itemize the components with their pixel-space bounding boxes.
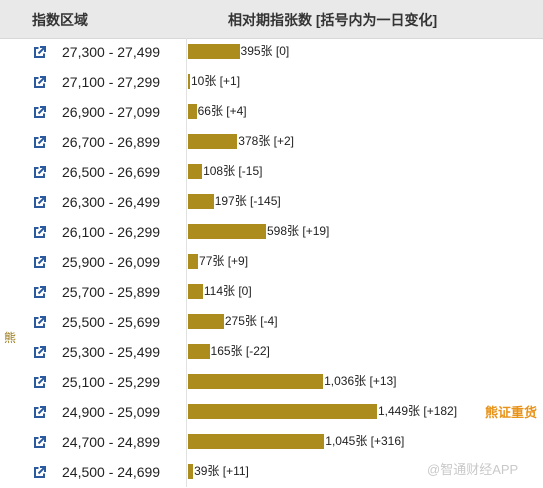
bar-value-label: 598张 [+19] xyxy=(267,224,330,238)
table-row: 26,500 - 26,699 108张 [-15] xyxy=(0,158,543,188)
table-row: 26,700 - 26,899 378张 [+2] xyxy=(0,128,543,158)
bar xyxy=(188,44,240,59)
external-link-icon[interactable] xyxy=(33,346,46,359)
table-row: 26,100 - 26,299 598张 [+19] xyxy=(0,218,543,248)
bar xyxy=(188,344,210,359)
bar xyxy=(188,314,224,329)
range-label: 24,900 - 25,099 xyxy=(62,404,161,420)
table-row: 25,300 - 25,499 165张 [-22] xyxy=(0,338,543,368)
range-label: 27,100 - 27,299 xyxy=(62,74,161,90)
bar-value-label: 1,045张 [+316] xyxy=(325,434,405,448)
table-row: 25,100 - 25,299 1,036张 [+13] xyxy=(0,368,543,398)
bar xyxy=(188,194,214,209)
column-divider xyxy=(186,38,187,487)
range-label: 25,700 - 25,899 xyxy=(62,284,161,300)
external-link-icon[interactable] xyxy=(33,256,46,269)
range-label: 26,500 - 26,699 xyxy=(62,164,161,180)
table-row: 24,500 - 24,699 39张 [+11] xyxy=(0,458,543,488)
external-link-icon[interactable] xyxy=(33,226,46,239)
side-label: 熊 xyxy=(4,331,17,345)
external-link-icon[interactable] xyxy=(33,316,46,329)
bar xyxy=(188,254,199,269)
table-row: 25,900 - 26,099 77张 [+9] xyxy=(0,248,543,278)
table-row: 26,900 - 27,099 66张 [+4] xyxy=(0,98,543,128)
bar-value-label: 165张 [-22] xyxy=(210,344,270,358)
table-row: 26,300 - 26,499 197张 [-145] xyxy=(0,188,543,218)
range-label: 26,100 - 26,299 xyxy=(62,224,161,240)
range-label: 26,900 - 27,099 xyxy=(62,104,161,120)
bar-value-label: 378张 [+2] xyxy=(238,134,295,148)
bar-value-label: 1,449张 [+182] xyxy=(378,404,458,418)
watermark: @智通财经APP xyxy=(427,462,519,477)
range-label: 27,300 - 27,499 xyxy=(62,44,161,60)
bar-value-label: 39张 [+11] xyxy=(194,464,249,478)
range-label: 26,300 - 26,499 xyxy=(62,194,161,210)
range-label: 25,500 - 25,699 xyxy=(62,314,161,330)
range-label: 24,700 - 24,899 xyxy=(62,434,161,450)
table-header: 指数区域 相对期指张数 [括号内为一日变化] xyxy=(0,0,543,39)
bar xyxy=(188,104,197,119)
bar xyxy=(188,404,377,419)
bar-value-label: 275张 [-4] xyxy=(224,314,278,328)
external-link-icon[interactable] xyxy=(33,46,46,59)
bar-value-label: 77张 [+9] xyxy=(199,254,249,268)
external-link-icon[interactable] xyxy=(33,376,46,389)
external-link-icon[interactable] xyxy=(33,76,46,89)
external-link-icon[interactable] xyxy=(33,166,46,179)
external-link-icon[interactable] xyxy=(33,286,46,299)
table-row: 25,500 - 25,699 275张 [-4] xyxy=(0,308,543,338)
bar-column-header: 相对期指张数 [括号内为一日变化] xyxy=(228,12,438,28)
bar-value-label: 66张 [+4] xyxy=(197,104,247,118)
external-link-icon[interactable] xyxy=(33,196,46,209)
external-link-icon[interactable] xyxy=(33,466,46,479)
external-link-icon[interactable] xyxy=(33,406,46,419)
bar xyxy=(188,464,194,479)
bar-value-label: 1,036张 [+13] xyxy=(324,374,397,388)
table-row: 24,900 - 25,099 1,449张 [+182] xyxy=(0,398,543,428)
bar xyxy=(188,74,190,89)
range-label: 26,700 - 26,899 xyxy=(62,134,161,150)
bar xyxy=(188,164,203,179)
range-label: 25,100 - 25,299 xyxy=(62,374,161,390)
table-row: 25,700 - 25,899 114张 [0] xyxy=(0,278,543,308)
bar xyxy=(188,434,325,449)
bar-value-label: 114张 [0] xyxy=(203,284,252,298)
bar-value-label: 395张 [0] xyxy=(240,44,290,58)
bar-value-label: 108张 [-15] xyxy=(203,164,263,178)
external-link-icon[interactable] xyxy=(33,436,46,449)
table-row: 27,300 - 27,499 395张 [0] xyxy=(0,38,543,68)
external-link-icon[interactable] xyxy=(33,106,46,119)
bar xyxy=(188,134,238,149)
external-link-icon[interactable] xyxy=(33,136,46,149)
range-label: 25,300 - 25,499 xyxy=(62,344,161,360)
table-row: 27,100 - 27,299 10张 [+1] xyxy=(0,68,543,98)
side-note: 熊证重货 xyxy=(485,405,538,420)
range-column-header: 指数区域 xyxy=(32,12,88,28)
range-label: 25,900 - 26,099 xyxy=(62,254,161,270)
bar-value-label: 197张 [-145] xyxy=(214,194,281,208)
bar xyxy=(188,374,324,389)
table-row: 24,700 - 24,899 1,045张 [+316] xyxy=(0,428,543,458)
bar-value-label: 10张 [+1] xyxy=(191,74,241,88)
bar xyxy=(188,284,203,299)
bar xyxy=(188,224,266,239)
range-label: 24,500 - 24,699 xyxy=(62,464,161,480)
